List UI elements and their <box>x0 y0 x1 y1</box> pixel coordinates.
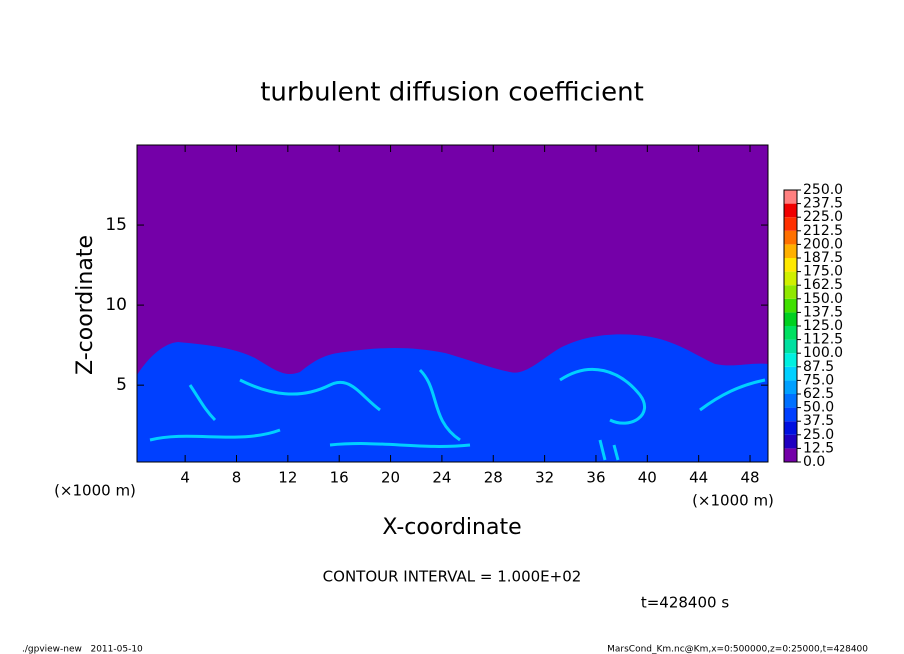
colorbar-bin <box>784 421 797 435</box>
x-tick-label: 24 <box>432 469 451 487</box>
colorbar-bin <box>784 434 797 449</box>
colorbar-bin <box>784 271 797 286</box>
field <box>137 145 768 462</box>
streak <box>699 378 766 412</box>
colorbar-label: 162.5 <box>803 277 843 293</box>
colorbar-bin <box>784 448 797 462</box>
colorbar-label: 75.0 <box>803 372 834 388</box>
colorbar-bin <box>784 312 797 326</box>
colorbar-label: 150.0 <box>803 291 843 307</box>
colorbar-bin <box>784 339 797 354</box>
colorbar-label: 200.0 <box>803 236 843 252</box>
x-unit-label: (×1000 m) <box>692 492 774 510</box>
x-tick-label: 36 <box>586 469 605 487</box>
colorbar-label: 125.0 <box>803 318 843 334</box>
colorbar-bin <box>784 326 797 340</box>
colorbar-label: 100.0 <box>803 345 843 361</box>
colorbar-label: 237.5 <box>803 196 843 212</box>
colorbar-bin <box>784 217 797 231</box>
y-tick-label: 10 <box>105 295 127 315</box>
colorbar-bin <box>784 190 797 204</box>
x-tick-label: 20 <box>381 469 400 487</box>
colorbar-bin <box>784 366 797 381</box>
field-streaks <box>149 367 766 461</box>
streak <box>149 428 281 442</box>
y-axis-title: Z-coordinate <box>73 235 98 375</box>
colorbar-bin <box>784 394 797 408</box>
streak <box>418 368 461 442</box>
turbulent-region <box>137 334 768 462</box>
colorbar-label: 37.5 <box>803 413 834 429</box>
colorbar-label: 212.5 <box>803 223 843 239</box>
chart-title: turbulent diffusion coefficient <box>260 78 644 108</box>
plot-frame <box>136 144 769 463</box>
y-tick-label: 15 <box>105 215 127 235</box>
x-tick-label: 12 <box>278 469 297 487</box>
footer-left: ./gpview-new 2011-05-10 <box>22 645 143 654</box>
colorbar-label: 50.0 <box>803 400 834 416</box>
colorbar-label: 250.0 <box>803 182 843 198</box>
x-axis-title: X-coordinate <box>382 515 521 540</box>
x-tick-label: 44 <box>689 469 708 487</box>
colorbar-label: 62.5 <box>803 386 834 402</box>
colorbar-bin <box>784 298 797 313</box>
x-tick-label: 28 <box>484 469 503 487</box>
colorbar-bin <box>784 353 797 367</box>
colorbar-label: 137.5 <box>803 304 843 320</box>
x-tick-label: 4 <box>180 469 190 487</box>
footer-right: MarsCond_Km.nc@Km,x=0:500000,z=0:25000,t… <box>607 645 868 654</box>
x-tick-label: 32 <box>535 469 554 487</box>
streak <box>329 442 471 448</box>
colorbar-bin <box>784 230 797 245</box>
y-tick-label: 5 <box>116 375 127 395</box>
x-tick-label: 48 <box>740 469 759 487</box>
x-tick-label: 16 <box>330 469 349 487</box>
streak <box>239 378 381 412</box>
colorbar-bin <box>784 258 797 272</box>
x-tick-label: 8 <box>232 469 242 487</box>
colorbar-bin <box>784 285 797 299</box>
colorbar-label: 187.5 <box>803 250 843 266</box>
colorbar-label: 112.5 <box>803 332 843 348</box>
annotation: CONTOUR INTERVAL = 1.000E+02 <box>323 568 582 586</box>
annotation: t=428400 s <box>641 594 729 612</box>
colorbar-label: 0.0 <box>803 454 825 470</box>
colorbar-bin <box>784 244 797 258</box>
colorbar-bin <box>784 203 797 218</box>
colorbar-label: 225.0 <box>803 209 843 225</box>
colorbar-label: 87.5 <box>803 359 834 375</box>
streak <box>598 439 620 461</box>
x-tick-label: 40 <box>638 469 657 487</box>
colorbar-bin <box>784 407 797 422</box>
x-unit-label: (×1000 m) <box>54 482 136 500</box>
streak <box>188 384 217 422</box>
colorbar-label: 175.0 <box>803 264 843 280</box>
colorbar-label: 25.0 <box>803 427 834 443</box>
colorbar-label: 12.5 <box>803 440 834 456</box>
streak <box>559 367 647 425</box>
colorbar-bin <box>784 380 797 394</box>
